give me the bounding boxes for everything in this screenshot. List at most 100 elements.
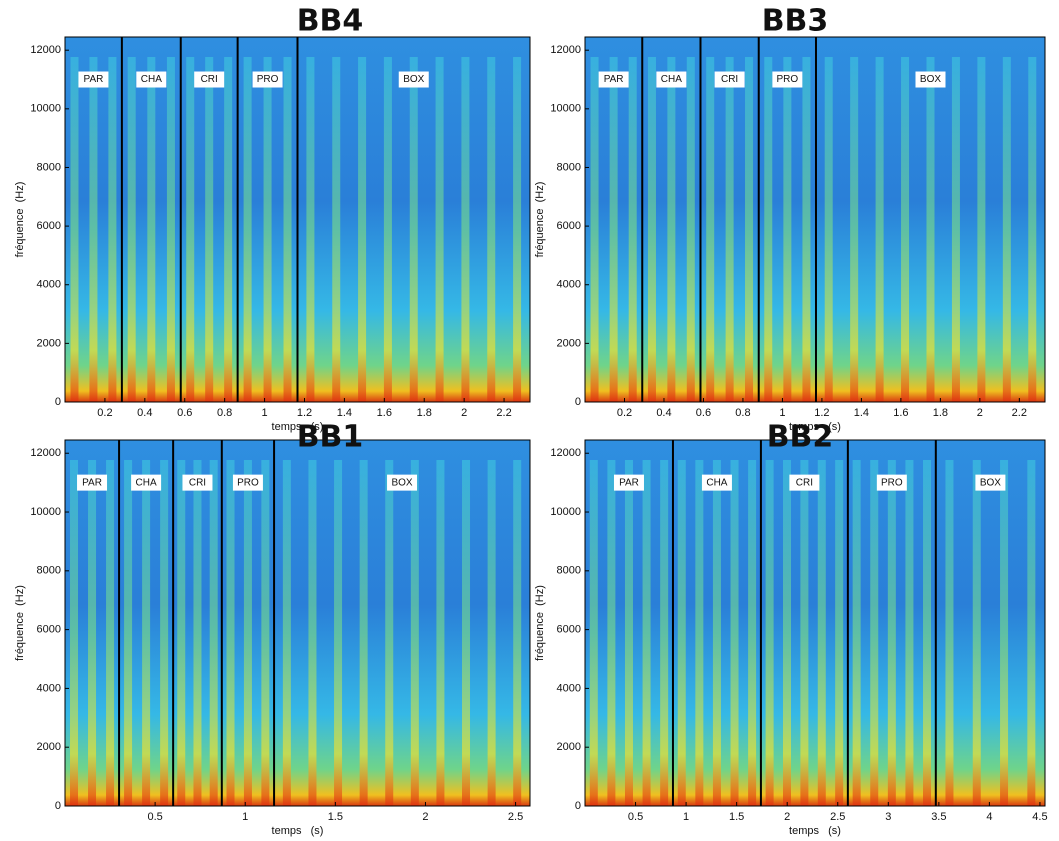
syllable-stripe bbox=[977, 57, 986, 402]
segment-label-box bbox=[613, 474, 644, 491]
syllable-stripe bbox=[461, 57, 470, 402]
segment-label: PRO bbox=[237, 477, 259, 488]
x-tick-label: 0.6 bbox=[177, 407, 192, 419]
syllable-stripe bbox=[70, 57, 79, 402]
x-tick-label: 3 bbox=[885, 811, 891, 823]
y-tick-label: 0 bbox=[575, 396, 581, 408]
syllable-stripe bbox=[142, 460, 151, 806]
y-tick-label: 8000 bbox=[557, 565, 581, 577]
y-tick-label: 0 bbox=[55, 396, 61, 408]
syllable-stripe bbox=[764, 57, 773, 402]
syllable-stripe bbox=[628, 57, 637, 402]
y-tick-label: 12000 bbox=[30, 447, 61, 459]
syllable-stripe bbox=[745, 57, 754, 402]
syllable-stripe bbox=[409, 57, 418, 402]
syllable-stripe bbox=[706, 57, 715, 402]
y-tick-label: 8000 bbox=[37, 161, 61, 173]
segment-label: CHA bbox=[661, 74, 682, 85]
y-tick-label: 0 bbox=[55, 800, 61, 812]
segment-label-box bbox=[915, 71, 946, 88]
x-tick-label: 1 bbox=[683, 811, 689, 823]
x-tick-label: 2 bbox=[461, 407, 467, 419]
y-tick-label: 4000 bbox=[557, 279, 581, 291]
x-tick-label: 1.4 bbox=[337, 407, 352, 419]
syllable-stripe bbox=[972, 460, 981, 806]
syllable-stripe bbox=[609, 57, 618, 402]
syllable-stripe bbox=[686, 57, 695, 402]
syllable-stripe bbox=[607, 460, 616, 806]
syllable-stripe bbox=[513, 460, 522, 806]
x-tick-label: 0.4 bbox=[656, 407, 671, 419]
syllable-stripe bbox=[852, 460, 861, 806]
x-tick-label: 3.5 bbox=[931, 811, 946, 823]
syllable-stripe bbox=[487, 57, 496, 402]
syllable-stripe bbox=[1028, 57, 1037, 402]
y-tick-label: 10000 bbox=[30, 103, 61, 115]
syllable-stripe bbox=[243, 460, 252, 806]
segment-label: BOX bbox=[920, 74, 941, 85]
syllable-stripe bbox=[624, 460, 633, 806]
syllable-stripe bbox=[124, 460, 133, 806]
syllable-stripe bbox=[332, 57, 341, 402]
syllable-stripe bbox=[712, 460, 721, 806]
segment-label-box bbox=[701, 474, 732, 491]
syllable-stripe bbox=[835, 460, 844, 806]
x-tick-label: 1 bbox=[262, 407, 268, 419]
segment-label: CRI bbox=[201, 74, 218, 85]
x-tick-label: 1.8 bbox=[417, 407, 432, 419]
syllable-stripe bbox=[695, 460, 704, 806]
syllable-stripe bbox=[725, 57, 734, 402]
syllable-stripe bbox=[193, 460, 202, 806]
x-tick-label: 2.2 bbox=[1012, 407, 1027, 419]
syllable-stripe bbox=[263, 57, 272, 402]
y-axis-label: fréquence (Hz) bbox=[534, 585, 546, 661]
syllable-stripe bbox=[70, 460, 79, 806]
syllable-stripe bbox=[765, 460, 774, 806]
x-tick-label: 4 bbox=[986, 811, 992, 823]
x-tick-label: 1.6 bbox=[893, 407, 908, 419]
y-tick-label: 12000 bbox=[550, 447, 581, 459]
syllable-stripe bbox=[782, 460, 791, 806]
y-axis-label: fréquence (Hz) bbox=[534, 182, 546, 258]
x-tick-label: 0.5 bbox=[628, 811, 643, 823]
syllable-stripe bbox=[1000, 460, 1009, 806]
syllable-stripe bbox=[306, 57, 315, 402]
syllable-stripe bbox=[513, 57, 522, 402]
segment-label: PAR bbox=[619, 477, 639, 488]
x-tick-label: 2 bbox=[422, 811, 428, 823]
y-tick-label: 6000 bbox=[37, 220, 61, 232]
segment-label-box bbox=[714, 71, 745, 88]
segment-label: BOX bbox=[403, 74, 424, 85]
plot-frame bbox=[584, 36, 1046, 403]
segment-label-box bbox=[975, 474, 1006, 491]
y-tick-label: 8000 bbox=[557, 161, 581, 173]
x-tick-label: 0.2 bbox=[97, 407, 112, 419]
y-tick-label: 2000 bbox=[37, 741, 61, 753]
segment-label: CHA bbox=[141, 74, 162, 85]
syllable-stripe bbox=[205, 57, 214, 402]
syllable-stripe bbox=[435, 57, 444, 402]
spectrogram-background bbox=[65, 440, 530, 806]
syllable-stripe bbox=[436, 460, 445, 806]
x-tick-label: 1.5 bbox=[328, 811, 343, 823]
x-axis-label: temps (s) bbox=[789, 825, 841, 837]
segment-label: PRO bbox=[777, 74, 799, 85]
syllable-stripe bbox=[359, 460, 368, 806]
syllable-stripe bbox=[462, 460, 471, 806]
segment-label-box bbox=[789, 474, 820, 491]
syllable-stripe bbox=[783, 57, 792, 402]
chart-title: BB3 bbox=[762, 4, 829, 39]
y-tick-label: 6000 bbox=[37, 624, 61, 636]
syllable-stripe bbox=[901, 57, 910, 402]
x-tick-label: 1.5 bbox=[729, 811, 744, 823]
x-tick-label: 2 bbox=[977, 407, 983, 419]
y-tick-label: 4000 bbox=[37, 682, 61, 694]
x-tick-label: 1.6 bbox=[377, 407, 392, 419]
x-tick-label: 1.8 bbox=[933, 407, 948, 419]
syllable-stripe bbox=[261, 460, 270, 806]
x-tick-label: 2.5 bbox=[508, 811, 523, 823]
syllable-stripe bbox=[870, 460, 879, 806]
x-axis-label: temps (s) bbox=[272, 421, 324, 433]
segment-label-box bbox=[398, 71, 429, 88]
